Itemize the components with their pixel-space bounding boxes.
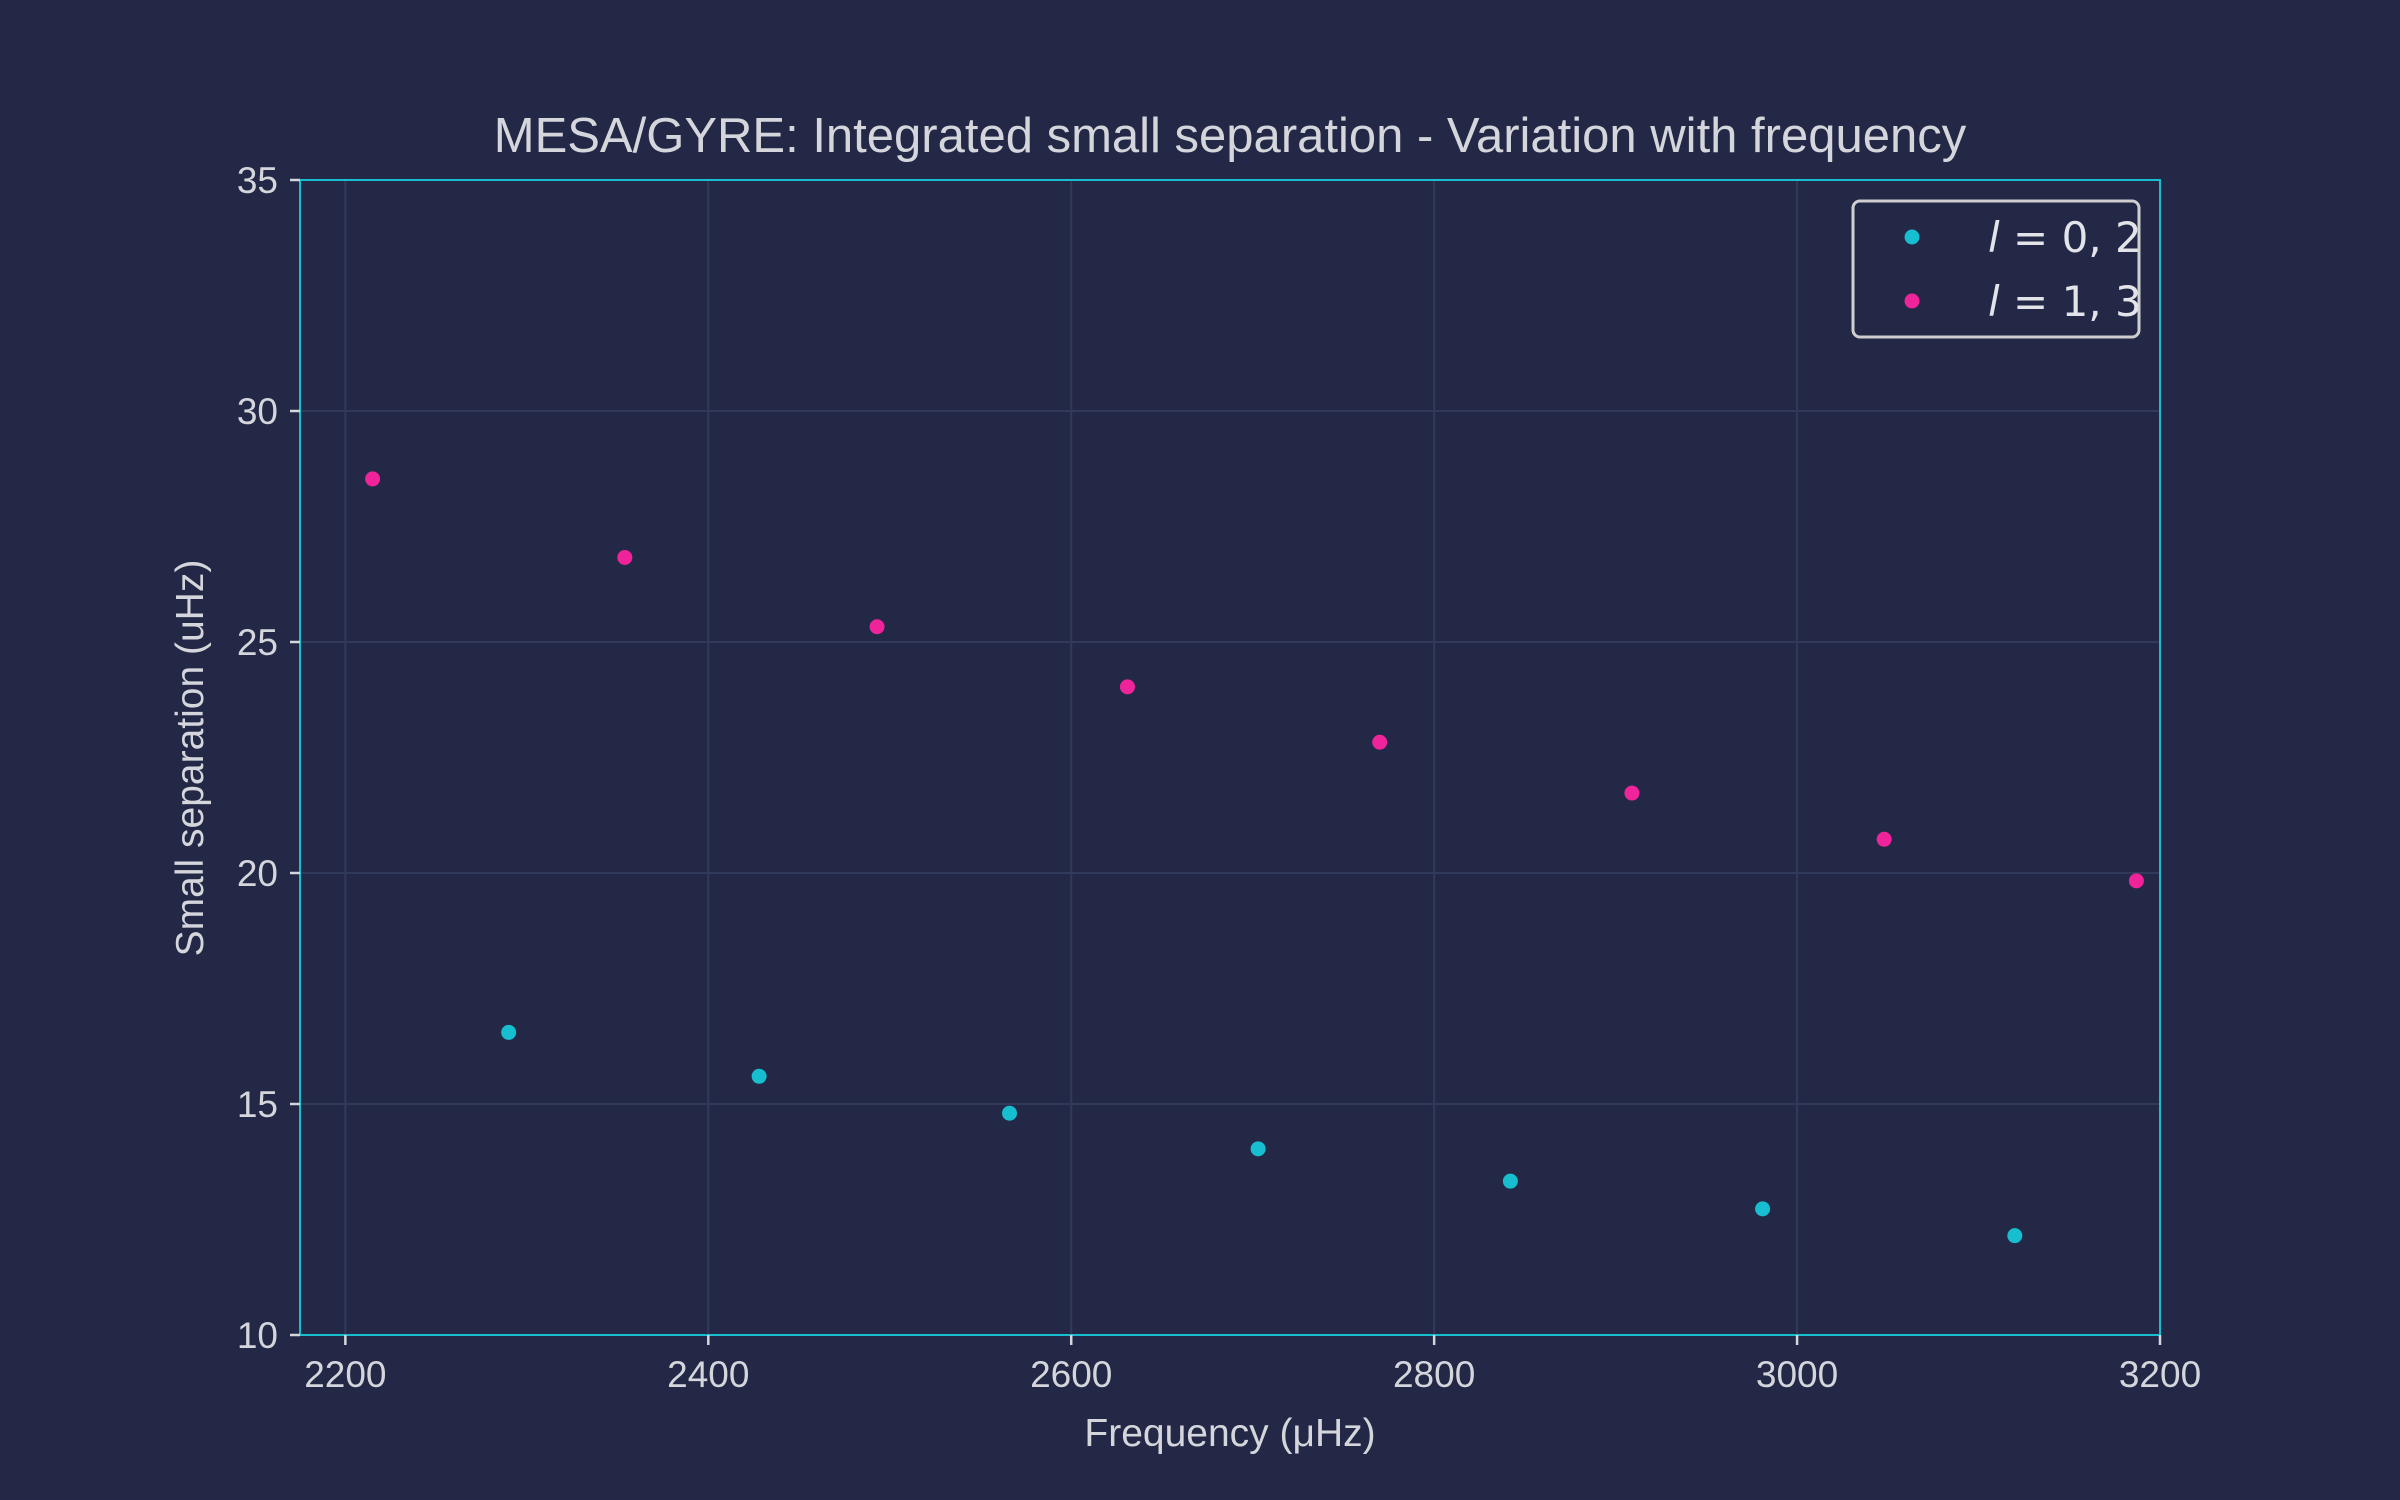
y-tick-label: 25	[237, 622, 278, 663]
data-point	[1755, 1201, 1771, 1217]
y-tick-label: 15	[237, 1084, 278, 1125]
legend-marker	[1904, 293, 1920, 309]
plot-frame	[299, 179, 2161, 1336]
data-point	[501, 1024, 517, 1040]
x-axis-title: Frequency (μHz)	[1084, 1412, 1375, 1455]
chart-title: MESA/GYRE: Integrated small separation -…	[494, 109, 1967, 163]
y-tick-label: 30	[237, 391, 278, 432]
y-tick-label: 35	[237, 160, 278, 201]
x-tick-label: 2200	[304, 1354, 386, 1395]
axis-ticks: 2200 2400 2600 2800 3000 3200 10 15 20 25 30 35	[237, 160, 2201, 1395]
legend-frame	[1851, 199, 2141, 339]
data-point	[617, 549, 633, 565]
y-tick-label: 10	[237, 1315, 278, 1356]
data-point	[2007, 1228, 2023, 1244]
data-point	[869, 619, 885, 635]
x-tick-label: 3000	[1756, 1354, 1838, 1395]
data-point	[751, 1068, 767, 1084]
legend-marker	[1904, 229, 1920, 245]
data-point	[2128, 873, 2144, 889]
x-tick-label: 3200	[2119, 1354, 2201, 1395]
legend: l = 0, 2 l = 1, 3	[1851, 199, 2142, 339]
legend-entry-label: l = 0, 2	[1988, 213, 2142, 262]
series-1	[365, 471, 2144, 889]
y-axis-title: Small separation (uHz)	[169, 560, 212, 957]
data-point	[1250, 1141, 1266, 1157]
data-point	[1372, 734, 1388, 750]
y-tick-label: 20	[237, 853, 278, 894]
data-point	[1876, 831, 1892, 847]
data-points	[365, 471, 2144, 1244]
data-point	[1002, 1105, 1018, 1121]
legend-entry-label: l = 1, 3	[1988, 277, 2142, 326]
x-tick-label: 2600	[1030, 1354, 1112, 1395]
x-tick-label: 2800	[1393, 1354, 1475, 1395]
data-point	[1119, 679, 1135, 695]
data-point	[1502, 1173, 1518, 1189]
data-point	[1624, 785, 1640, 801]
x-tick-label: 2400	[667, 1354, 749, 1395]
data-point	[365, 471, 381, 487]
series-0	[501, 1024, 2023, 1244]
